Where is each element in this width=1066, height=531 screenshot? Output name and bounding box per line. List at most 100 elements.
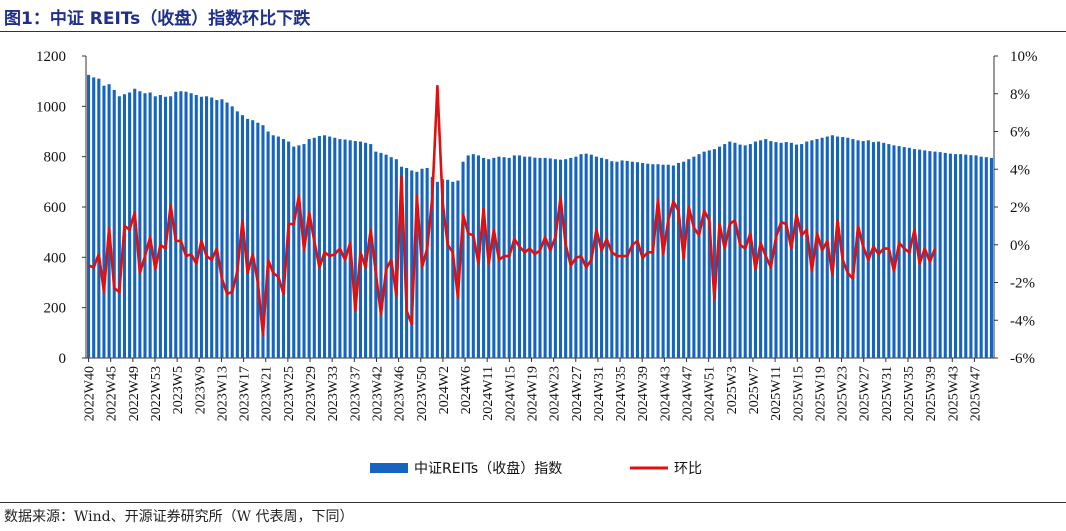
legend-bar-label: 中证REITs（收盘）指数 [414, 460, 562, 477]
index-bar [564, 159, 568, 358]
index-bar [97, 78, 101, 359]
x-tick-label: 2025W3 [725, 366, 740, 414]
index-bar [87, 74, 91, 359]
index-bar [851, 139, 855, 358]
index-bar [307, 139, 311, 358]
right-tick-label: 10% [1010, 49, 1038, 65]
index-bar [794, 144, 799, 358]
index-bar [343, 139, 347, 358]
x-tick-label: 2024W19 [525, 366, 540, 421]
index-bar [846, 137, 850, 358]
index-bar [902, 147, 906, 358]
index-bar [635, 162, 640, 358]
index-bar [430, 176, 434, 358]
index-bar [733, 142, 737, 358]
x-tick-label: 2024W39 [636, 366, 651, 421]
index-bar [169, 96, 173, 359]
index-bar [553, 159, 557, 358]
index-bar [287, 141, 291, 358]
index-bar [938, 152, 942, 358]
index-bar [374, 151, 378, 358]
index-bar [923, 150, 927, 359]
index-bar [163, 96, 168, 359]
left-tick-label: 200 [44, 301, 67, 317]
index-bar [912, 149, 917, 358]
x-tick-label: 2024W35 [614, 366, 629, 421]
index-bar [102, 85, 106, 358]
index-bar [210, 97, 214, 359]
index-bar [702, 151, 706, 358]
index-bar [641, 162, 645, 358]
x-tick-label: 2023W17 [238, 366, 253, 421]
index-bar [805, 141, 809, 358]
index-bar [856, 140, 860, 358]
index-bar [405, 167, 409, 358]
x-tick-label: 2025W35 [902, 366, 917, 421]
x-tick-label: 2024W23 [548, 366, 563, 421]
index-bar [220, 99, 224, 358]
x-tick-label: 2022W53 [149, 366, 164, 421]
x-tick-label: 2025W39 [924, 366, 939, 421]
index-bar [620, 160, 624, 358]
index-bar [548, 158, 552, 358]
index-bar [651, 164, 655, 358]
index-bar [789, 142, 793, 358]
index-bar [205, 96, 209, 359]
index-bar [353, 141, 357, 358]
index-bar [953, 154, 958, 358]
index-bar [384, 154, 388, 358]
index-bar [979, 156, 983, 358]
x-tick-label: 2023W13 [215, 366, 230, 421]
index-bar [281, 139, 286, 358]
x-tick-label: 2024W51 [703, 366, 718, 421]
index-bar [723, 144, 727, 358]
x-tick-label: 2024W6 [459, 366, 474, 414]
index-bar [779, 142, 783, 358]
index-bar [369, 144, 373, 358]
left-tick-label: 600 [44, 200, 67, 216]
index-bar [692, 156, 696, 358]
right-tick-label: -4% [1010, 313, 1035, 329]
x-tick-label: 2022W45 [105, 366, 120, 421]
index-bar [379, 152, 383, 358]
x-tick-label: 2024W2 [437, 366, 452, 414]
index-bar [969, 155, 973, 358]
left-tick-label: 400 [44, 250, 67, 266]
index-bar [661, 164, 665, 358]
index-bar [189, 93, 193, 358]
index-bar [143, 93, 147, 358]
x-tick-label: 2025W31 [880, 366, 895, 421]
index-bar [753, 141, 757, 358]
index-bar [415, 171, 419, 358]
index-bar [256, 122, 260, 358]
index-bar [718, 146, 722, 358]
index-bar [225, 102, 229, 358]
index-bar [92, 77, 96, 358]
index-bar [358, 141, 362, 358]
index-bar [676, 162, 681, 358]
index-bar [810, 140, 814, 358]
index-bar [410, 170, 414, 358]
index-bar [261, 125, 265, 359]
x-tick-label: 2025W23 [836, 366, 851, 421]
index-bar [959, 154, 963, 358]
wow-change-line [88, 84, 937, 337]
index-bar [943, 152, 947, 358]
index-bar [533, 157, 537, 358]
index-bar [107, 84, 111, 358]
index-bar [364, 142, 368, 358]
index-bar [117, 96, 121, 359]
legend-bar-swatch [370, 463, 408, 473]
left-tick-label: 0 [59, 351, 67, 367]
index-bar [538, 157, 542, 358]
index-bar [435, 181, 439, 358]
index-bar [194, 95, 198, 358]
x-tick-label: 2025W27 [858, 366, 873, 421]
x-tick-label: 2025W19 [813, 366, 828, 421]
x-tick-label: 2023W42 [370, 366, 385, 421]
index-bar [328, 136, 332, 358]
index-bar [179, 91, 183, 359]
index-bar [836, 136, 840, 358]
index-bar [425, 167, 429, 358]
x-tick-label: 2023W21 [260, 366, 275, 421]
